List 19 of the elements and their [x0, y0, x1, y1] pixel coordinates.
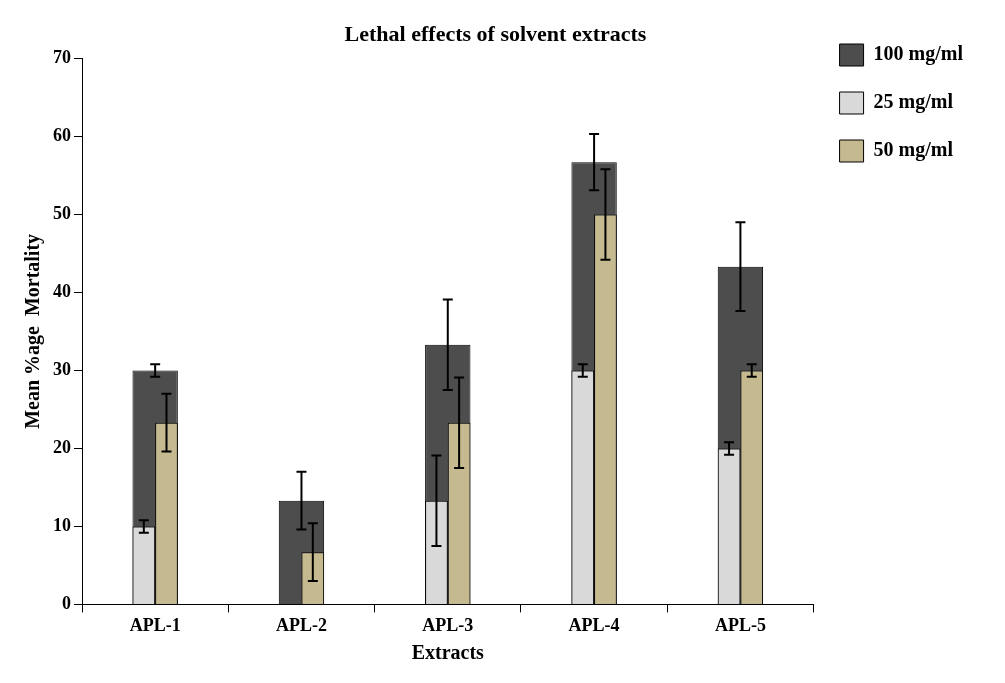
y-axis-title: Mean %age Mortality [21, 233, 45, 429]
x-tick-label: APL-5 [714, 614, 766, 635]
legend-label: 50 mg/ml [873, 138, 954, 162]
x-tick-label: APL-2 [275, 614, 327, 635]
x-tick-label: APL-3 [422, 614, 474, 635]
x-tick-label: APL-1 [129, 614, 181, 635]
x-axis-title: Extracts [411, 641, 485, 664]
legend-label: 25 mg/ml [873, 90, 954, 114]
y-tick-label: 0 [62, 593, 71, 614]
y-tick-label: 60 [53, 125, 71, 146]
y-tick-label: 10 [53, 515, 71, 536]
chart-title: Lethal effects of solvent extracts [344, 20, 647, 46]
y-tick-label: 70 [53, 47, 71, 68]
x-tick-label: APL-4 [568, 614, 620, 635]
legend-label: 100 mg/ml [873, 42, 964, 66]
y-tick-label: 50 [53, 203, 71, 224]
y-tick-label: 30 [53, 359, 71, 380]
y-tick-label: 20 [53, 437, 71, 458]
y-tick-label: 40 [53, 281, 71, 302]
